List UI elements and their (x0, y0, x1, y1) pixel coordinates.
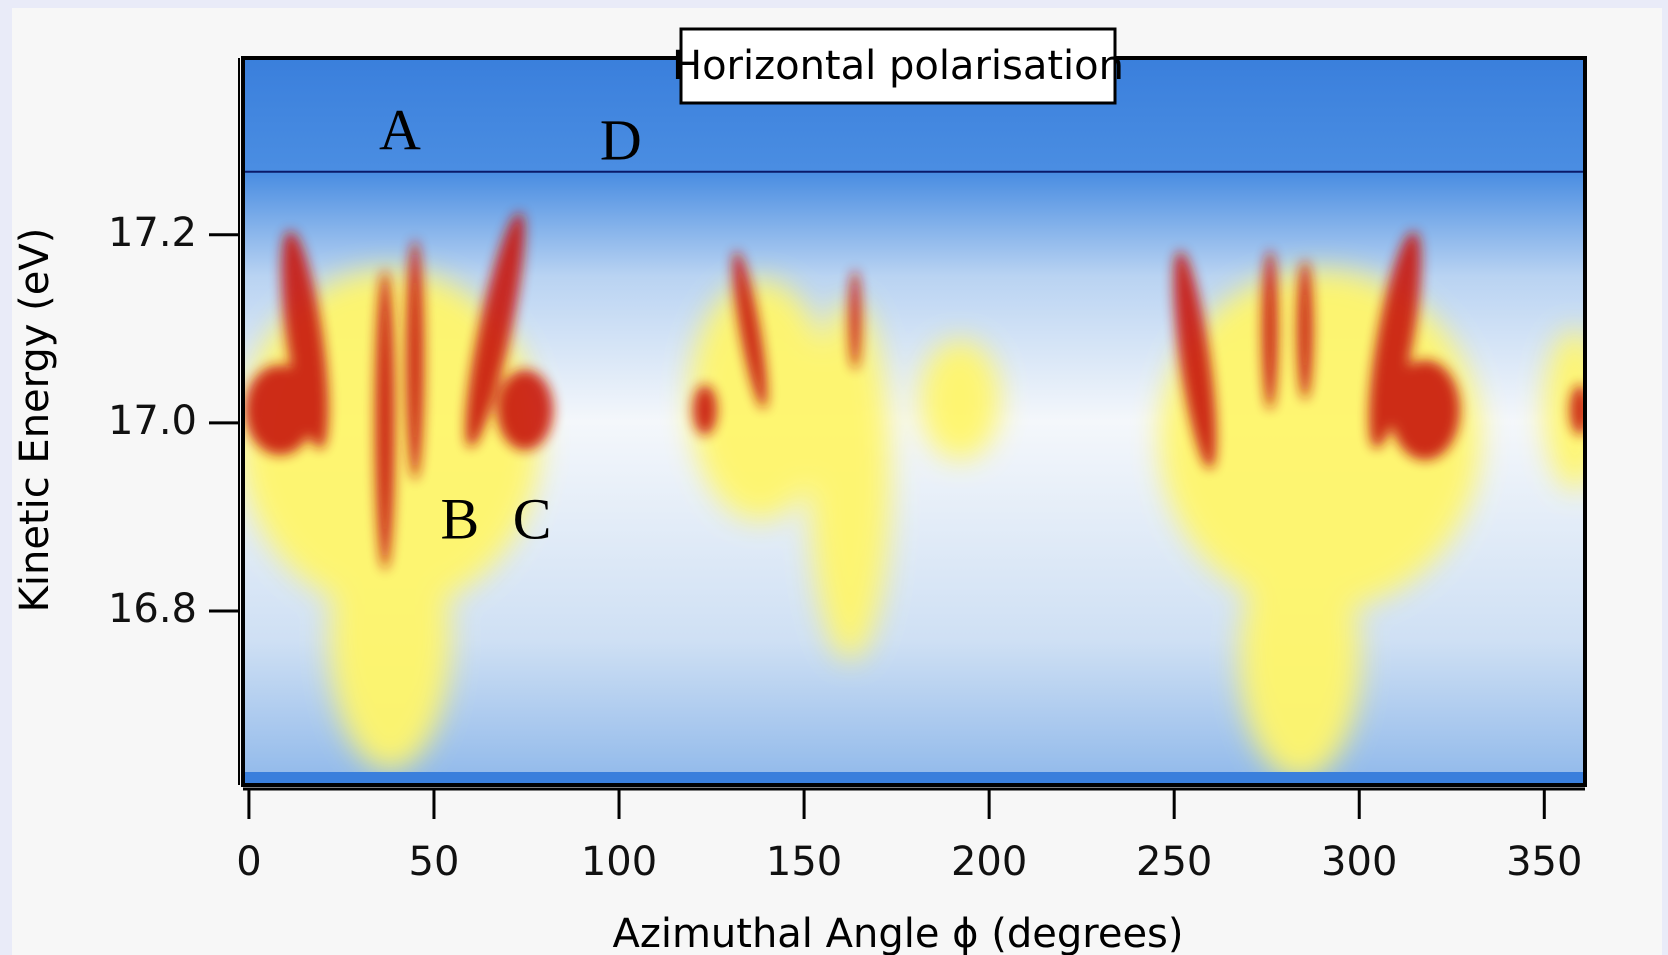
y-tick-label: 17.0 (108, 398, 197, 444)
y-tick-label: 16.8 (108, 586, 197, 632)
x-tick-label: 150 (766, 839, 842, 885)
x-tick-label: 350 (1506, 839, 1582, 885)
x-tick-label: 200 (951, 839, 1027, 885)
x-tick-label: 0 (236, 839, 261, 885)
x-tick-label: 50 (409, 839, 460, 885)
y-tick-label: 17.2 (108, 210, 197, 256)
annotation: B (441, 487, 480, 552)
chart-title: Horizontal polarisation (672, 43, 1124, 89)
annotation: C (513, 487, 552, 552)
y-axis-label: Kinetic Energy (eV) (12, 228, 58, 613)
heatmap (243, 58, 1585, 785)
annotation: D (600, 108, 642, 173)
x-tick-label: 100 (581, 839, 657, 885)
title-box (679, 27, 1117, 105)
x-axis-label: Azimuthal Angle ϕ (degrees) (612, 911, 1183, 955)
x-tick-label: 250 (1136, 839, 1212, 885)
x-tick-label: 300 (1321, 839, 1397, 885)
annotation: A (379, 97, 421, 162)
